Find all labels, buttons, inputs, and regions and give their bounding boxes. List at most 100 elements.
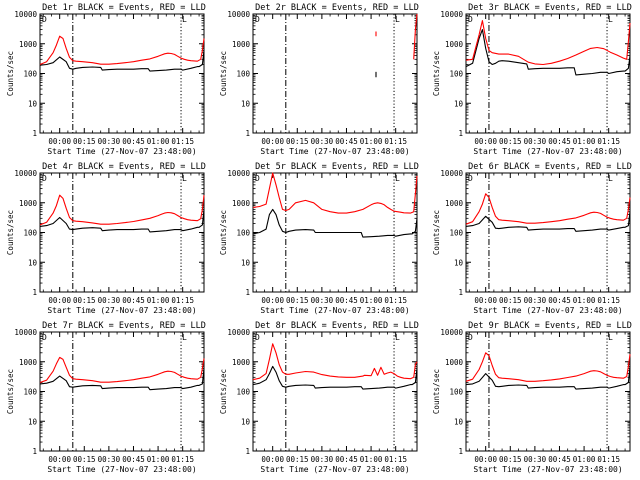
x-axis-label: Start Time (27-Nov-07 23:48:00) [47, 465, 196, 474]
flag-char: D [42, 333, 47, 342]
chart-panel-4: Det 4r BLACK = Events, RED = LLD 1 10 100 10… [6, 162, 206, 315]
chart-panel-5: Det 5r BLACK = Events, RED = LLD11010010… [219, 162, 419, 315]
x-tick-label: 01:15 [384, 455, 407, 464]
y-tick-label: 10000 [440, 328, 463, 337]
chart-panel-3: Det 3r BLACK = Events, RED = LLD11010010… [432, 3, 632, 156]
y-tick-label: 1000 [232, 358, 251, 367]
flag-char: D [255, 174, 260, 183]
events-series-line [40, 368, 204, 389]
chart-panel-8: Det 8r BLACK = Events, RED = LLD 1 10 100 10… [219, 321, 419, 474]
chart-title: Det 1r BLACK = Events, RED = LLD [42, 3, 206, 13]
flag-char: L [395, 174, 400, 183]
y-tick-label: 1000 [445, 199, 464, 208]
flag-char: D [468, 15, 473, 24]
flag-char: D [468, 333, 473, 342]
x-tick-label: 01:00 [360, 137, 383, 146]
flag-char: D [255, 333, 260, 342]
y-axis-label: Counts/sec [432, 369, 441, 414]
x-tick-label: 00:00 [474, 455, 497, 464]
y-tick-label: 1 [32, 129, 37, 138]
lld-series-line [253, 173, 417, 213]
x-tick-label: 00:30 [524, 296, 547, 305]
plot-frame [253, 14, 417, 133]
y-tick-label: 10 [28, 99, 38, 108]
chart-title: Det 2r BLACK = Events, RED = LLD [255, 3, 419, 13]
plot-frame [466, 173, 630, 292]
x-tick-label: 01:00 [360, 455, 383, 464]
x-tick-label: 00:15 [499, 455, 522, 464]
x-axis-label: Start Time (27-Nov-07 23:48:00) [47, 306, 196, 315]
x-tick-label: 01:00 [147, 455, 170, 464]
y-tick-label: 100 [23, 388, 37, 397]
x-tick-label: 00:30 [98, 296, 121, 305]
y-tick-label: 10 [241, 258, 251, 267]
x-tick-label: 01:00 [360, 296, 383, 305]
y-tick-label: 10000 [227, 10, 250, 19]
chart-panel-9: Det 9r BLACK = Events, RED = LLD 1 10 100 10… [432, 321, 632, 474]
x-tick-label: 00:45 [122, 455, 145, 464]
x-tick-label: 00:00 [48, 455, 71, 464]
y-tick-label: 100 [236, 388, 250, 397]
y-tick-label: 10000 [440, 169, 463, 178]
lld-series-line [40, 357, 204, 382]
y-tick-label: 1000 [232, 40, 251, 49]
chart-title: Det 9r BLACK = Events, RED = LLD [468, 321, 632, 331]
lld-series-line [466, 194, 630, 224]
plot-frame [253, 332, 417, 451]
chart-panel-2: Det 2r BLACK = Events, RED = LLD 1 10 100 10… [219, 3, 419, 156]
y-tick-label: 1 [32, 447, 37, 456]
events-series-line [466, 30, 630, 75]
x-tick-label: 00:15 [499, 296, 522, 305]
x-tick-label: 01:15 [171, 137, 194, 146]
lld-series-line [466, 353, 630, 382]
x-tick-label: 00:15 [286, 455, 309, 464]
events-series-line [466, 366, 630, 389]
x-tick-label: 00:45 [548, 455, 571, 464]
x-tick-label: 01:15 [597, 455, 620, 464]
flag-char: L [182, 333, 187, 342]
chart-panel-7: Det 7r BLACK = Events, RED = LLD 1 10 100 10… [6, 321, 206, 474]
x-tick-label: 00:00 [48, 137, 71, 146]
y-tick-label: 1 [245, 129, 250, 138]
x-tick-label: 01:00 [573, 137, 596, 146]
y-tick-label: 100 [449, 388, 463, 397]
chart-title: Det 5r BLACK = Events, RED = LLD [255, 162, 419, 172]
lld-series-line [253, 344, 417, 380]
chart-title: Det 8r BLACK = Events, RED = LLD [255, 321, 419, 331]
plot-frame [40, 173, 204, 292]
x-tick-label: 01:15 [597, 137, 620, 146]
y-tick-label: 100 [449, 229, 463, 238]
chart-panel-6: Det 6r BLACK = Events, RED = LLD 1 10 100 10… [432, 162, 632, 315]
y-tick-label: 1000 [19, 199, 38, 208]
x-tick-label: 00:15 [286, 137, 309, 146]
plot-frame [466, 332, 630, 451]
x-tick-label: 01:15 [597, 296, 620, 305]
flag-char: D [42, 174, 47, 183]
x-tick-label: 00:30 [98, 137, 121, 146]
y-axis-label: Counts/sec [432, 51, 441, 96]
flag-char: D [255, 15, 260, 24]
y-tick-label: 1000 [19, 358, 38, 367]
chart-title: Det 4r BLACK = Events, RED = LLD [42, 162, 206, 172]
y-axis-label: Counts/sec [6, 51, 15, 96]
x-axis-label: Start Time (27-Nov-07 23:48:00) [260, 147, 409, 156]
y-tick-label: 10000 [14, 169, 37, 178]
y-axis-label: Counts/sec [6, 369, 15, 414]
y-tick-label: 1000 [445, 40, 464, 49]
x-tick-label: 00:15 [73, 137, 96, 146]
flag-char: L [182, 174, 187, 183]
events-series-line [466, 212, 630, 232]
chart-panel-1: Det 1r BLACK = Events, RED = LLD 1 10 100 10… [6, 3, 206, 156]
y-tick-label: 1000 [445, 358, 464, 367]
x-tick-label: 01:15 [171, 455, 194, 464]
x-axis-label: Start Time (27-Nov-07 23:48:00) [260, 465, 409, 474]
y-tick-label: 10000 [14, 328, 37, 337]
y-tick-label: 100 [449, 70, 463, 79]
y-tick-label: 1 [458, 447, 463, 456]
y-tick-label: 10 [241, 99, 251, 108]
x-tick-label: 00:45 [122, 296, 145, 305]
y-tick-label: 100 [236, 70, 250, 79]
x-tick-label: 00:30 [311, 455, 334, 464]
x-tick-label: 00:00 [474, 296, 497, 305]
